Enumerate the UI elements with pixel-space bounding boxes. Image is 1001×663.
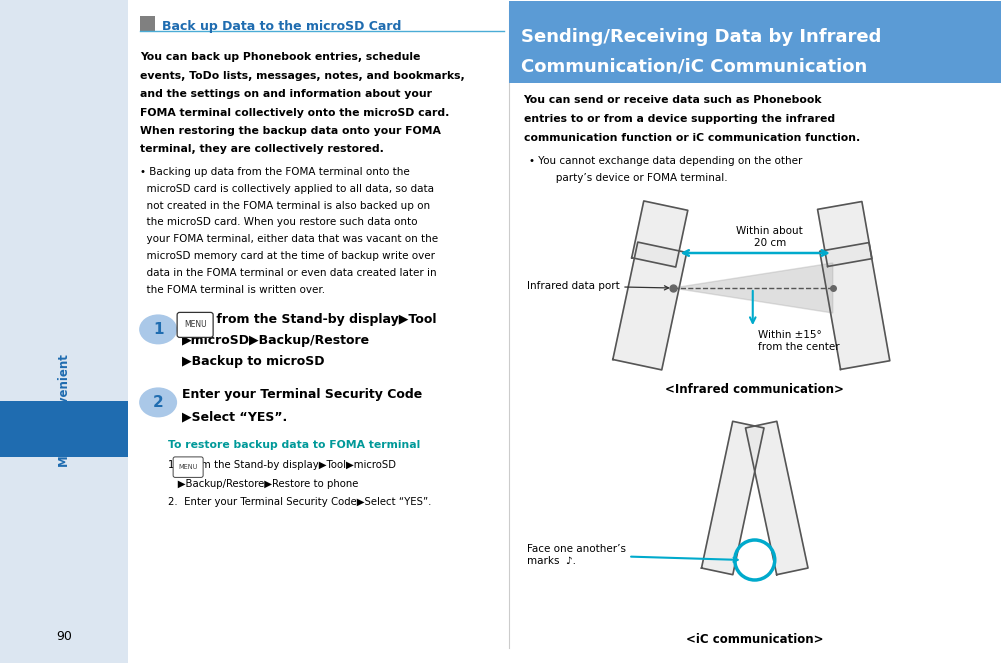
Text: <iC communication>: <iC communication>	[686, 633, 824, 646]
Text: <Infrared communication>: <Infrared communication>	[666, 383, 844, 396]
Polygon shape	[702, 421, 764, 575]
FancyBboxPatch shape	[173, 457, 203, 477]
Bar	[509, 1, 1001, 83]
Text: party’s device or FOMA terminal.: party’s device or FOMA terminal.	[546, 173, 727, 183]
Text: MENU: MENU	[184, 320, 206, 330]
Text: events, ToDo lists, messages, notes, and bookmarks,: events, ToDo lists, messages, notes, and…	[140, 70, 464, 80]
Text: Sending/Receiving Data by Infrared: Sending/Receiving Data by Infrared	[521, 28, 881, 46]
Text: Enter your Terminal Security Code: Enter your Terminal Security Code	[182, 389, 422, 401]
Polygon shape	[746, 421, 808, 575]
Polygon shape	[818, 202, 872, 267]
Text: FOMA terminal collectively onto the microSD card.: FOMA terminal collectively onto the micr…	[140, 107, 449, 117]
Polygon shape	[820, 243, 890, 369]
Text: 2.  Enter your Terminal Security Code▶Select “YES”.: 2. Enter your Terminal Security Code▶Sel…	[168, 497, 431, 507]
Polygon shape	[613, 242, 687, 370]
Text: Within ±15°
from the center: Within ±15° from the center	[758, 330, 840, 351]
Text: Back up Data to the microSD Card: Back up Data to the microSD Card	[162, 19, 401, 32]
Text: ▶Backup/Restore▶Restore to phone: ▶Backup/Restore▶Restore to phone	[168, 479, 358, 489]
Text: 1.   from the Stand-by display▶Tool▶microSD: 1. from the Stand-by display▶Tool▶microS…	[168, 460, 396, 471]
Text: When restoring the backup data onto your FOMA: When restoring the backup data onto your…	[140, 126, 441, 136]
Text: ▶microSD▶Backup/Restore: ▶microSD▶Backup/Restore	[182, 334, 370, 347]
Text: 90: 90	[56, 630, 72, 643]
Text: You can send or receive data such as Phonebook: You can send or receive data such as Pho…	[524, 95, 822, 105]
Text: microSD card is collectively applied to all data, so data: microSD card is collectively applied to …	[140, 184, 434, 194]
Text: • Backing up data from the FOMA terminal onto the: • Backing up data from the FOMA terminal…	[140, 167, 409, 177]
Text: More Convenient: More Convenient	[58, 355, 70, 467]
Text: ▶Select “YES”.: ▶Select “YES”.	[182, 410, 287, 424]
Text: data in the FOMA terminal or even data created later in: data in the FOMA terminal or even data c…	[140, 268, 436, 278]
Text: not created in the FOMA terminal is also backed up on: not created in the FOMA terminal is also…	[140, 201, 430, 211]
Text: You can back up Phonebook entries, schedule: You can back up Phonebook entries, sched…	[140, 52, 420, 62]
Text: Face one another’s
marks  ♪.: Face one another’s marks ♪.	[527, 544, 738, 566]
Text: 1: 1	[153, 322, 163, 337]
FancyBboxPatch shape	[177, 312, 213, 337]
Text: • You cannot exchange data depending on the other: • You cannot exchange data depending on …	[529, 156, 802, 166]
Bar	[140, 16, 155, 31]
Bar	[0, 0, 128, 663]
Text: To restore backup data to FOMA terminal: To restore backup data to FOMA terminal	[168, 440, 420, 450]
Text: from the Stand-by display▶Tool: from the Stand-by display▶Tool	[212, 314, 436, 326]
Text: Communication/iC Communication: Communication/iC Communication	[521, 57, 867, 75]
Text: your FOMA terminal, either data that was vacant on the: your FOMA terminal, either data that was…	[140, 234, 438, 244]
Text: MENU: MENU	[178, 464, 198, 470]
Text: Infrared data port: Infrared data port	[527, 281, 669, 291]
Ellipse shape	[139, 387, 177, 418]
Ellipse shape	[139, 314, 177, 344]
Bar	[0, 401, 128, 457]
Text: entries to or from a device supporting the infrared: entries to or from a device supporting t…	[524, 114, 835, 124]
Text: terminal, they are collectively restored.: terminal, they are collectively restored…	[140, 145, 384, 154]
Text: ▶Backup to microSD: ▶Backup to microSD	[182, 355, 324, 369]
Text: Within about
20 cm: Within about 20 cm	[737, 226, 803, 248]
Text: the microSD card. When you restore such data onto: the microSD card. When you restore such …	[140, 217, 417, 227]
Text: communication function or iC communication function.: communication function or iC communicati…	[524, 133, 860, 143]
Text: microSD memory card at the time of backup write over: microSD memory card at the time of backu…	[140, 251, 435, 261]
Text: 2: 2	[153, 395, 163, 410]
Text: the FOMA terminal is written over.: the FOMA terminal is written over.	[140, 284, 325, 294]
Text: and the settings on and information about your: and the settings on and information abou…	[140, 89, 432, 99]
Polygon shape	[673, 263, 833, 313]
Polygon shape	[632, 201, 688, 267]
